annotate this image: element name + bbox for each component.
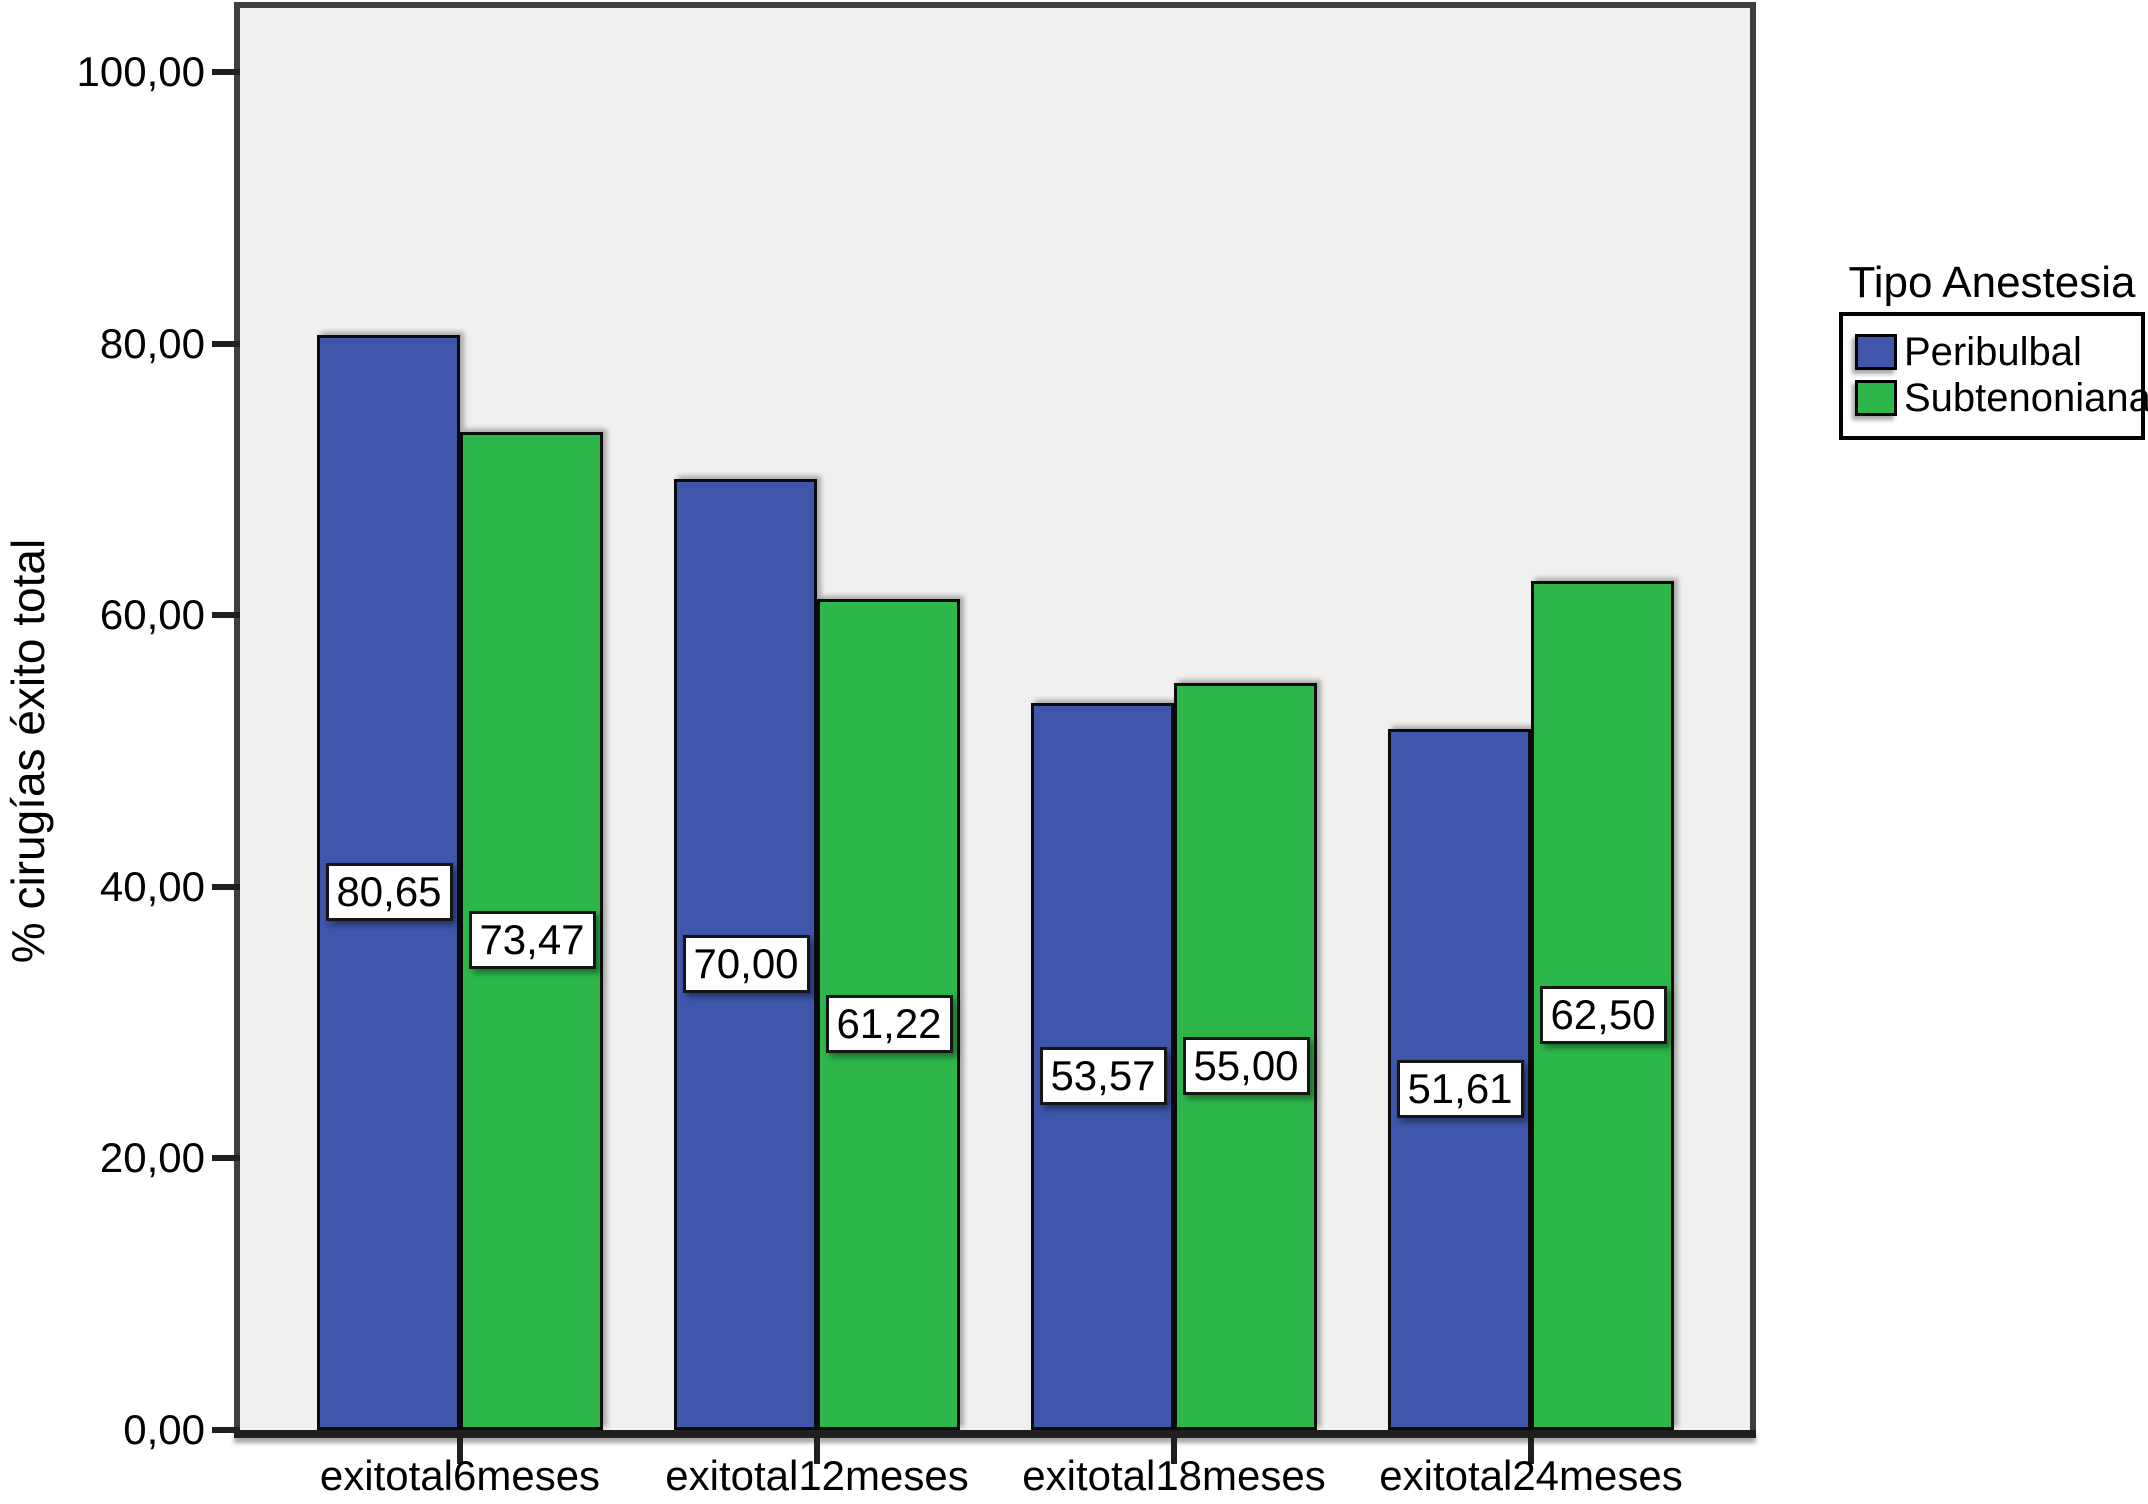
legend-title: Tipo Anestesia	[1848, 258, 2136, 307]
y-tick-label: 20,00	[99, 1134, 205, 1182]
bar-value-label: 80,65	[325, 862, 453, 921]
bar-value-label: 53,57	[1039, 1046, 1167, 1105]
x-axis-label: exitotal18meses	[1022, 1452, 1326, 1499]
y-tick-mark	[212, 1155, 240, 1162]
y-tick-label: 40,00	[99, 862, 205, 910]
y-tick-mark	[212, 1427, 240, 1433]
legend-item-peribulbal: Peribulbal	[1855, 329, 2141, 375]
bar-value-label: 62,50	[1539, 985, 1667, 1044]
legend: Peribulbal Subtenoniana	[1839, 312, 2148, 440]
x-axis-label: exitotal6meses	[319, 1452, 601, 1499]
x-axis-line	[234, 1430, 1756, 1438]
legend-item-subtenoniana: Subtenoniana	[1855, 375, 2148, 421]
bar-value-label: 51,61	[1396, 1059, 1524, 1118]
peribulbal-color-swatch-icon	[1855, 334, 1897, 370]
bar-value-label: 73,47	[468, 911, 596, 969]
x-axis-label: exitotal12meses	[665, 1452, 969, 1499]
x-tick-mark	[1171, 1438, 1177, 1464]
bar-value-label: 70,00	[682, 934, 810, 993]
y-tick-label: 100,00	[76, 48, 205, 95]
x-tick-mark	[1528, 1438, 1534, 1464]
bar-value-label: 55,00	[1182, 1036, 1310, 1095]
legend-item-label: Peribulbal	[1904, 330, 2082, 374]
x-axis-label: exitotal24meses	[1379, 1452, 1683, 1499]
y-tick-mark	[212, 612, 240, 619]
legend-item-label: Subtenoniana	[1904, 376, 2148, 420]
y-tick-label: 60,00	[99, 591, 205, 639]
x-tick-mark	[814, 1438, 820, 1464]
y-tick-label: 0,00	[123, 1406, 205, 1453]
y-tick-label: 80,00	[99, 319, 205, 367]
y-tick-mark	[212, 69, 240, 75]
x-tick-mark	[457, 1438, 463, 1464]
subtenoniana-color-swatch-icon	[1855, 380, 1897, 416]
y-tick-mark	[212, 883, 240, 890]
y-tick-mark	[212, 340, 240, 347]
bar-value-label: 61,22	[825, 994, 953, 1053]
